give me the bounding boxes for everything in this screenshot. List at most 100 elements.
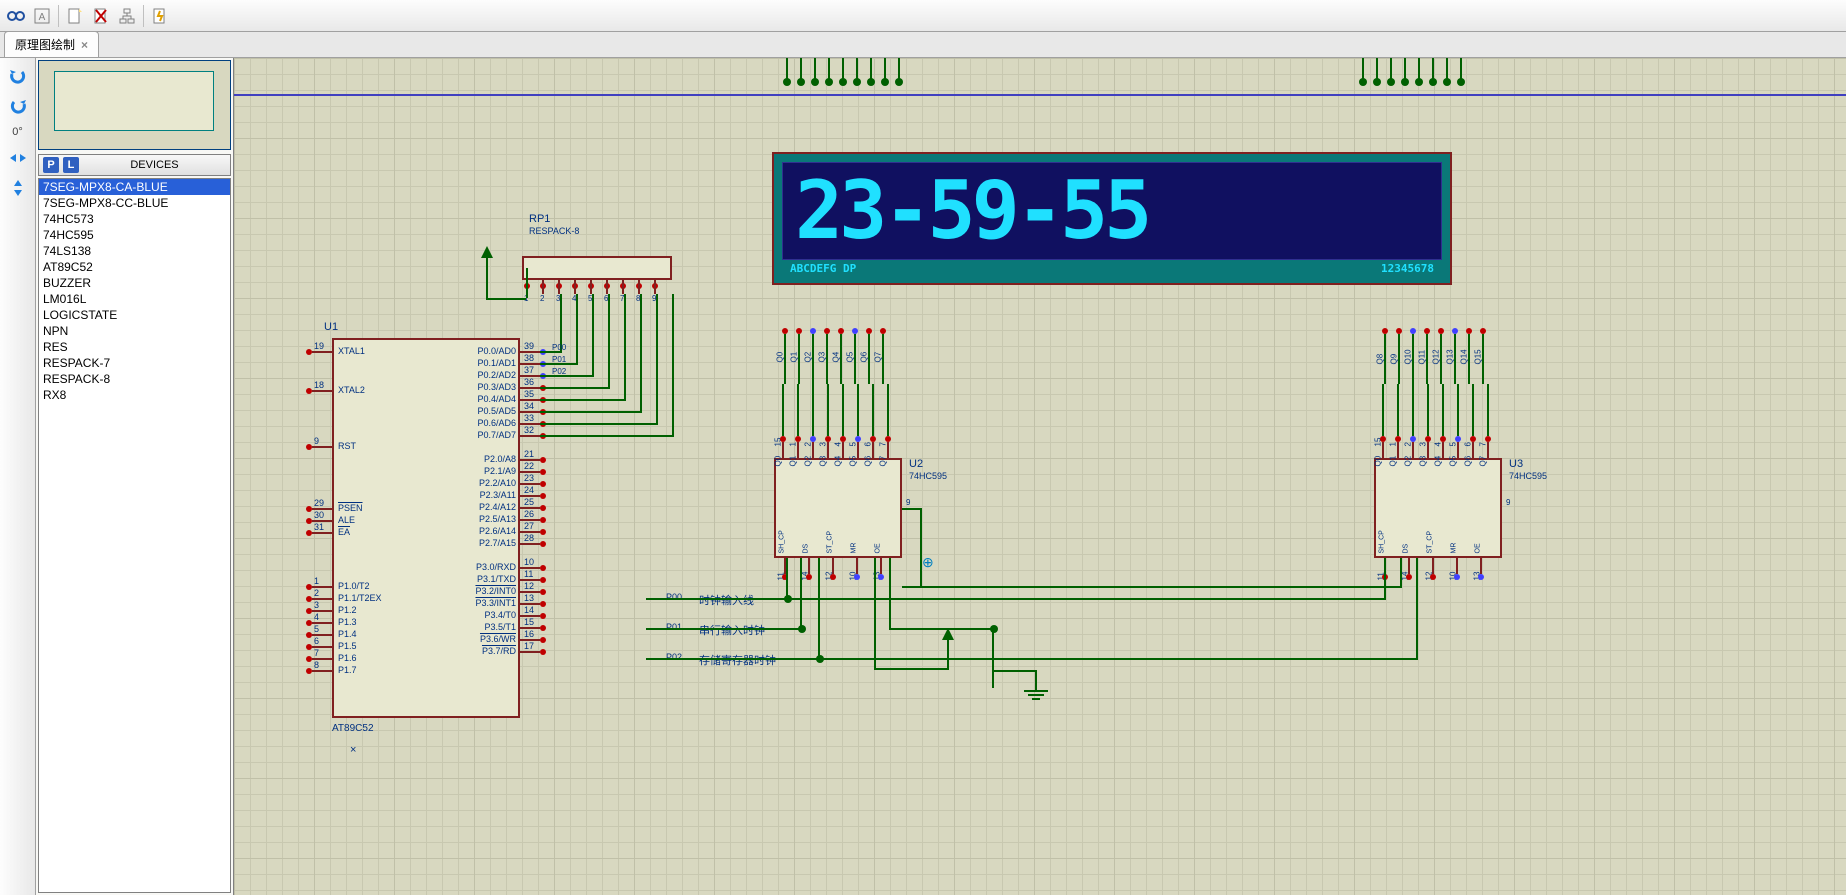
wire <box>902 586 1402 588</box>
display-digits: 23-59-55 <box>795 171 1148 251</box>
device-item[interactable]: RX8 <box>39 387 230 403</box>
wire <box>1400 558 1402 588</box>
hierarchy-icon[interactable] <box>115 4 139 28</box>
properties-icon[interactable]: A <box>30 4 54 28</box>
wire <box>800 558 802 628</box>
rp1-part: RESPACK-8 <box>529 226 579 236</box>
device-item[interactable]: AT89C52 <box>39 259 230 275</box>
tab-schematic[interactable]: 原理图绘制 × <box>4 31 99 57</box>
wire <box>902 508 922 510</box>
sig-p02-desc: 存储寄存器时钟 <box>699 652 776 668</box>
device-item[interactable]: RES <box>39 339 230 355</box>
u3-ref: U3 <box>1509 458 1523 470</box>
sig-p01-desc: 串行输入时钟 <box>699 622 765 638</box>
p-badge[interactable]: P <box>43 157 59 173</box>
junction <box>798 625 806 633</box>
footer-right: 12345678 <box>1381 262 1434 275</box>
device-item[interactable]: 74LS138 <box>39 243 230 259</box>
rotation-label: 0° <box>12 126 23 138</box>
binoculars-icon[interactable] <box>4 4 28 28</box>
wire <box>889 628 994 630</box>
rp1-body[interactable] <box>522 256 672 280</box>
wire <box>818 658 1418 660</box>
u1-ref: U1 <box>324 321 338 333</box>
wire <box>486 258 488 298</box>
u2-body[interactable] <box>774 458 902 558</box>
u3-part: 74HC595 <box>1509 471 1547 481</box>
power-arrow <box>481 246 493 258</box>
wire <box>874 558 876 668</box>
l-badge[interactable]: L <box>63 157 79 173</box>
new-sheet-icon[interactable] <box>63 4 87 28</box>
net-p01: P01 <box>666 622 682 632</box>
wire <box>526 268 528 298</box>
net-p02: P02 <box>666 652 682 662</box>
side-panel: P L DEVICES 7SEG-MPX8-CA-BLUE7SEG-MPX8-C… <box>36 58 234 895</box>
main-toolbar: A <box>0 0 1846 32</box>
simulate-icon[interactable] <box>148 4 172 28</box>
wire <box>646 658 820 660</box>
cursor-crosshair: ⊕ <box>922 554 934 571</box>
devices-title: DEVICES <box>83 159 226 171</box>
tab-bar: 原理图绘制 × <box>0 32 1846 58</box>
u1-part: AT89C52 <box>332 723 374 734</box>
main-area: 0° P L DEVICES 7SEG-MPX8-CA-BLUE7SEG-MPX… <box>0 58 1846 895</box>
net-p00: P00 <box>666 592 682 602</box>
tab-label: 原理图绘制 <box>15 36 75 53</box>
toolbar-separator <box>143 5 144 27</box>
device-item[interactable]: LM016L <box>39 291 230 307</box>
wire <box>646 628 802 630</box>
junction <box>816 655 824 663</box>
wire <box>1416 558 1418 658</box>
device-item[interactable]: NPN <box>39 323 230 339</box>
device-item[interactable]: 7SEG-MPX8-CA-BLUE <box>39 179 230 195</box>
svg-text:A: A <box>39 12 46 23</box>
wire <box>486 298 526 300</box>
wire <box>992 628 994 688</box>
wire <box>992 670 1035 672</box>
display-screen: 23-59-55 <box>782 162 1442 260</box>
wire <box>920 508 922 586</box>
schematic-canvas[interactable]: RP1 RESPACK-8 123456789 U1 AT89C52 19XTA… <box>234 58 1846 895</box>
overview-viewport <box>54 71 214 131</box>
origin-mark: × <box>350 744 356 756</box>
device-item[interactable]: RESPACK-7 <box>39 355 230 371</box>
wire <box>818 558 820 658</box>
junction <box>784 595 792 603</box>
flip-vertical-icon[interactable] <box>4 174 32 202</box>
flip-horizontal-icon[interactable] <box>4 144 32 172</box>
device-item[interactable]: 74HC573 <box>39 211 230 227</box>
display-footer: ABCDEFG DP 12345678 <box>782 260 1442 275</box>
wire <box>786 558 788 598</box>
wire <box>786 598 1386 600</box>
device-item[interactable]: LOGICSTATE <box>39 307 230 323</box>
device-item[interactable]: 7SEG-MPX8-CC-BLUE <box>39 195 230 211</box>
sig-p00-desc: 时钟输入线 <box>699 592 754 608</box>
delete-sheet-icon[interactable] <box>89 4 113 28</box>
device-item[interactable]: RESPACK-8 <box>39 371 230 387</box>
ground-symbol <box>1024 670 1048 700</box>
left-toolbar: 0° <box>0 58 36 895</box>
u3-body[interactable] <box>1374 458 1502 558</box>
u2-part: 74HC595 <box>909 471 947 481</box>
device-list[interactable]: 7SEG-MPX8-CA-BLUE7SEG-MPX8-CC-BLUE74HC57… <box>38 178 231 893</box>
sheet-border <box>234 94 1846 96</box>
rp1-ref: RP1 <box>529 213 550 225</box>
seven-seg-display[interactable]: 23-59-55 ABCDEFG DP 12345678 <box>772 152 1452 285</box>
devices-header: P L DEVICES <box>38 154 231 176</box>
footer-left: ABCDEFG DP <box>790 262 856 275</box>
wire <box>947 640 949 670</box>
close-icon[interactable]: × <box>81 38 88 52</box>
design-overview[interactable] <box>38 60 231 150</box>
wire <box>889 558 891 628</box>
wire <box>646 598 788 600</box>
wire <box>1384 558 1386 598</box>
toolbar-separator <box>58 5 59 27</box>
u2-ref: U2 <box>909 458 923 470</box>
schematic-layer: RP1 RESPACK-8 123456789 U1 AT89C52 19XTA… <box>234 58 1846 895</box>
wire <box>874 668 949 670</box>
device-item[interactable]: 74HC595 <box>39 227 230 243</box>
redo-icon[interactable] <box>4 92 32 120</box>
device-item[interactable]: BUZZER <box>39 275 230 291</box>
undo-icon[interactable] <box>4 62 32 90</box>
